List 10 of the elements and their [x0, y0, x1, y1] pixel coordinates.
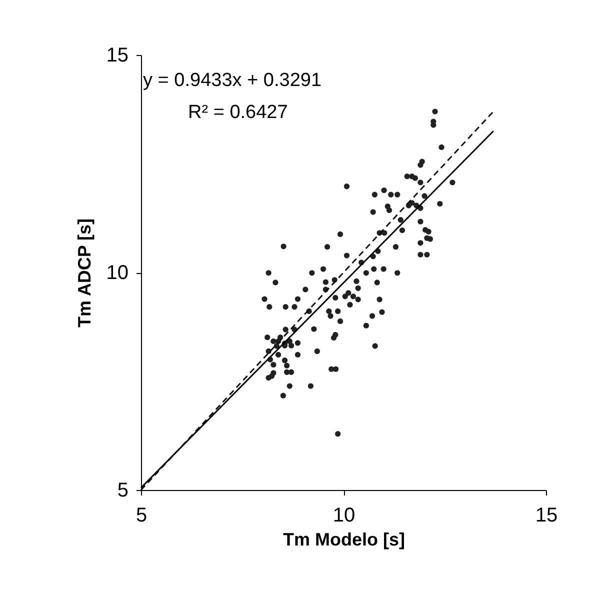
annotation: R² = 0.6427 [188, 102, 288, 123]
x-tick-label: 5 [136, 504, 148, 526]
y-tick-label: 10 [106, 262, 128, 284]
y-tick-label: 15 [106, 44, 128, 66]
annotation: y = 0.9433x + 0.3291 [143, 70, 322, 91]
y-tick-label: 5 [117, 480, 128, 502]
y-axis-title: Tm ADCP [s] [74, 218, 94, 328]
x-axis-title: Tm Modelo [s] [283, 530, 405, 550]
x-tick-label: 10 [332, 504, 356, 526]
x-tick-label: 15 [535, 504, 558, 526]
